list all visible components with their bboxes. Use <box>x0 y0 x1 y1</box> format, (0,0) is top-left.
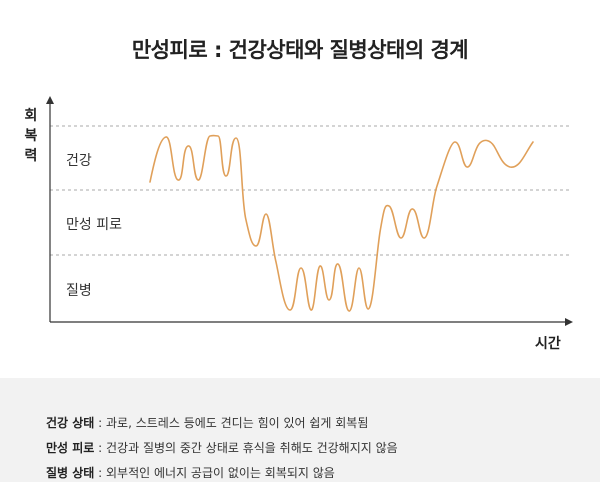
x-axis-label: 시간 <box>535 336 561 352</box>
legend-panel: 건강 상태 : 과로, 스트레스 등에도 견디는 힘이 있어 쉽게 회복됨 만성… <box>0 378 600 482</box>
description-row: 질병 상태 : 외부적인 에너지 공급이 없이는 회복되지 않음 <box>46 464 335 481</box>
description-term: 건강 상태 <box>46 416 95 430</box>
diagram-plot <box>46 96 573 326</box>
x-axis-arrow-icon <box>565 318 573 326</box>
description-text: 과로, 스트레스 등에도 견디는 힘이 있어 쉽게 회복됨 <box>106 416 369 430</box>
description-text: 건강과 질병의 중간 상태로 휴식을 취해도 건강해지지 않음 <box>106 441 398 455</box>
y-axis-arrow-icon <box>46 96 54 104</box>
description-term: 만성 피로 <box>46 441 95 455</box>
diagram-title: 만성피로 : 건강상태와 질병상태의 경계 <box>131 38 469 62</box>
y-axis-char: 복 <box>24 128 38 144</box>
zone-label-health: 건강 <box>66 153 92 169</box>
description-separator: : <box>94 416 107 430</box>
zone-label-disease: 질병 <box>66 283 92 299</box>
description-term: 질병 상태 <box>46 466 95 480</box>
y-axis-char: 력 <box>24 148 38 164</box>
description-separator: : <box>94 466 107 480</box>
description-row: 건강 상태 : 과로, 스트레스 등에도 견디는 힘이 있어 쉽게 회복됨 <box>46 414 368 431</box>
recovery-curve <box>149 134 534 312</box>
y-axis-char: 회 <box>24 108 38 124</box>
zone-label-chronic-fatigue: 만성 피로 <box>66 217 122 233</box>
y-axis-label: 회 복 력 <box>22 106 40 166</box>
description-row: 만성 피로 : 건강과 질병의 중간 상태로 휴식을 취해도 건강해지지 않음 <box>46 439 398 456</box>
description-separator: : <box>94 441 107 455</box>
description-text: 외부적인 에너지 공급이 없이는 회복되지 않음 <box>106 466 335 480</box>
